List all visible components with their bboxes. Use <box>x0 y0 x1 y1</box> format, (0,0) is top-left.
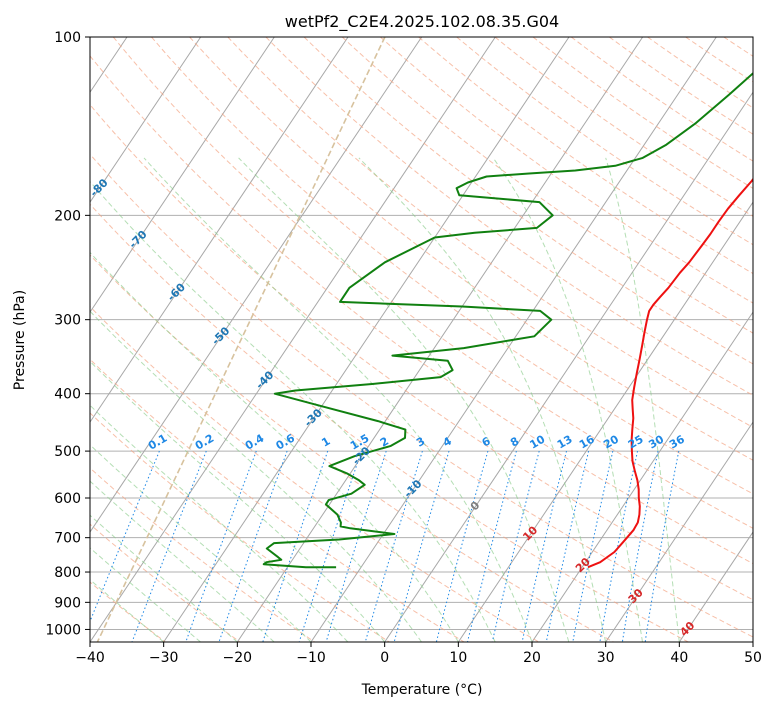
moist-adiabat-line <box>90 360 386 642</box>
reference-curve <box>96 37 386 642</box>
dry-adiabat-line <box>90 254 614 642</box>
isotherm-line <box>678 531 753 642</box>
dry-adiabat-line <box>90 55 753 565</box>
y-tick-label: 500 <box>54 444 81 460</box>
mixing-ratio-line <box>545 450 590 642</box>
y-tick-label: 400 <box>54 387 81 403</box>
dry-adiabat-line <box>151 37 753 495</box>
x-axis-ticks: −40 −30 −20 −10 0 10 20 30 40 50 <box>75 642 762 666</box>
mixing-ratio-line <box>435 450 489 642</box>
y-tick-label: 600 <box>54 491 81 507</box>
x-tick-label: 10 <box>449 650 467 666</box>
x-tick-label: 20 <box>523 650 541 666</box>
moist-adiabat-line <box>238 157 570 642</box>
x-tick-label: −10 <box>296 650 326 666</box>
moist-adiabat-line <box>90 547 201 642</box>
dry-adiabat-line <box>189 37 753 461</box>
x-axis-label: Temperature (°C) <box>361 682 483 698</box>
x-tick-label: 40 <box>670 650 688 666</box>
mixing-ratio-line <box>298 450 362 642</box>
moist-adiabat-line <box>492 157 643 642</box>
moist-adiabat-line <box>90 480 275 642</box>
plot-frame <box>89 36 754 643</box>
dry-adiabat-line <box>90 523 241 642</box>
dry-adiabat-line <box>90 412 390 642</box>
x-tick-label: 50 <box>744 650 762 666</box>
dry-adiabat-line <box>265 37 753 396</box>
x-tick-label: 30 <box>597 650 615 666</box>
moist-adiabat-line <box>90 404 349 642</box>
moist-adiabat-line <box>90 444 312 642</box>
dry-adiabat-line <box>418 37 753 275</box>
mixing-ratio-line <box>521 450 567 642</box>
profile-lines <box>262 71 753 569</box>
mixing-ratio-line <box>599 451 638 642</box>
x-tick-label: 0 <box>380 650 389 666</box>
mixing-ratio-line <box>364 450 423 642</box>
isotherm-line <box>163 37 570 642</box>
dry-adiabat-line <box>494 37 753 217</box>
x-tick-label: −30 <box>149 650 179 666</box>
isotherm-line <box>90 37 275 314</box>
dry-adiabat-line <box>303 37 753 365</box>
dry-adiabat-line <box>90 103 753 601</box>
moist-adiabat-line <box>358 157 607 642</box>
moist-adiabat-line <box>90 180 496 642</box>
x-tick-label: −20 <box>223 650 253 666</box>
y-tick-label: 300 <box>54 313 81 329</box>
isotherm-line <box>384 91 753 642</box>
moist-adiabat-line <box>90 310 422 642</box>
moist-adiabat-line <box>143 157 533 642</box>
y-axis-label: Pressure (hPa) <box>12 290 28 390</box>
isotherm-line <box>90 37 202 204</box>
isotherm-line <box>457 201 753 642</box>
moist-adiabat-line <box>90 251 459 642</box>
dry-adiabat-line <box>532 37 753 189</box>
reference-lines <box>90 37 753 642</box>
y-tick-label: 1000 <box>45 622 81 638</box>
dry-adiabat-line <box>90 305 540 642</box>
mixing-ratio-line <box>621 451 659 642</box>
mixing-ratio-line <box>467 450 517 642</box>
y-tick-label: 900 <box>54 595 81 611</box>
y-tick-label: 200 <box>54 208 81 224</box>
isotherm-line <box>605 421 753 642</box>
mixing-ratio-line <box>218 450 288 642</box>
x-tick-label: −40 <box>75 650 105 666</box>
mixing-ratio-line <box>325 450 387 642</box>
y-axis-ticks: 100 200 300 400 500 600 700 800 900 1000 <box>45 30 90 638</box>
mixing-ratio-line <box>262 450 329 642</box>
isotherm-line <box>90 37 349 423</box>
y-tick-label: 700 <box>54 531 81 547</box>
temperature-profile <box>587 177 753 569</box>
mixing-ratio-line <box>644 451 680 642</box>
mixing-ratio-line <box>491 450 540 642</box>
y-tick-label: 100 <box>54 30 81 46</box>
dry-adiabat-line <box>341 37 753 334</box>
dry-adiabat-line <box>90 153 753 638</box>
y-tick-label: 800 <box>54 565 81 581</box>
isotherm-line <box>531 311 753 642</box>
dry-adiabat-line <box>112 37 753 529</box>
mixing-ratio-line <box>393 450 450 642</box>
dry-adiabat-line <box>227 37 753 428</box>
chart-title: wetPf2_C2E4.2025.102.08.35.G04 <box>285 12 559 32</box>
mixing-ratio-line <box>572 450 614 642</box>
moist-adiabat-line <box>90 514 238 642</box>
dry-adiabat-line <box>90 203 689 642</box>
dewpoint-profile <box>262 71 753 569</box>
dry-adiabat-line <box>570 37 753 162</box>
isotherm-line <box>90 37 423 533</box>
